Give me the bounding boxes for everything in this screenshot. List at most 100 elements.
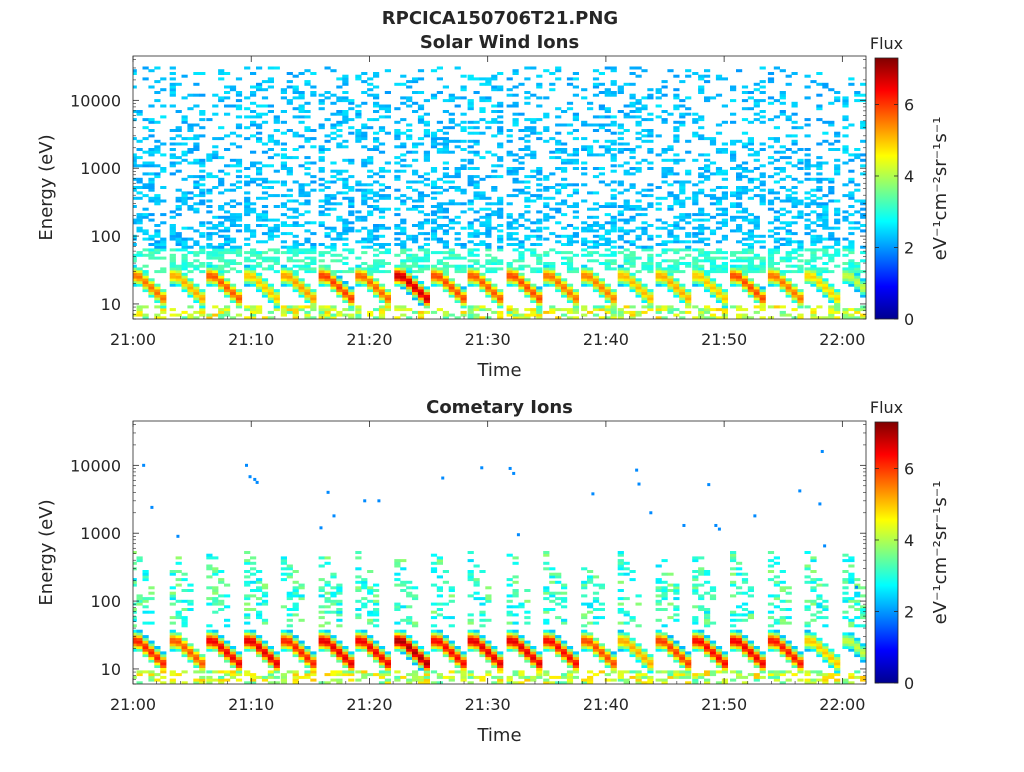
spectrogram-cell (367, 213, 373, 216)
spectrogram-cell (748, 140, 754, 143)
spectrogram-cell (524, 77, 530, 80)
spectrogram-cell (730, 276, 736, 279)
spectrogram-cell (424, 113, 430, 116)
spectrogram-cell (722, 197, 728, 200)
spectrogram-cell (742, 259, 748, 262)
spectrogram-cell (491, 153, 497, 156)
spectrogram-cell (218, 254, 224, 257)
spectrogram-cell (262, 88, 268, 91)
spectrogram-cell (828, 191, 834, 194)
spectrogram-cell (330, 259, 336, 262)
spectrogram-cell (236, 679, 242, 682)
spectrogram-cell (449, 248, 455, 251)
spectrogram-cell (131, 641, 137, 644)
spectrogram-cell (636, 208, 642, 211)
spectrogram-cell (573, 289, 579, 292)
spectrogram-cell (822, 262, 828, 265)
spectrogram-cell (704, 281, 710, 284)
spectrogram-cell (287, 156, 293, 159)
spectrogram-cell (468, 221, 474, 224)
spectrogram-cell (624, 232, 630, 235)
spectrogram-cell (355, 613, 361, 616)
spectrogram-cell (618, 213, 624, 216)
spectrogram-cell (304, 140, 310, 143)
spectrogram-cell (485, 281, 491, 284)
spectrogram-cell (224, 619, 230, 622)
spectrogram-cell (497, 229, 503, 232)
spectrogram-cell (206, 632, 212, 635)
spectrogram-cell (491, 88, 497, 91)
spectrogram-cell (587, 191, 593, 194)
spectrogram-cell (212, 573, 218, 576)
spectrogram-cell (244, 635, 250, 638)
spectrogram-cell (599, 286, 605, 289)
spectrogram-cell (611, 254, 617, 257)
spectrogram-cell (443, 314, 449, 317)
spectrogram-cell (555, 107, 561, 110)
spectrogram-cell (218, 170, 224, 173)
spectrogram-cell (287, 251, 293, 254)
spectrogram-cell (325, 235, 331, 238)
spectrogram-cell (330, 575, 336, 578)
spectrogram-cell (193, 267, 199, 270)
spectrogram-cell (656, 278, 662, 281)
spectrogram-cell (662, 276, 668, 279)
spectrogram-cell (293, 132, 299, 135)
spectrogram-cell (618, 229, 624, 232)
spectrogram-cell (647, 132, 653, 135)
spectrogram-cell (860, 94, 866, 97)
spectrogram-cell (561, 143, 567, 146)
spectrogram-cell (400, 278, 406, 281)
spectrogram-cell (373, 224, 379, 227)
spectrogram-cell (418, 227, 424, 230)
spectrogram-cell (182, 638, 188, 641)
spectrogram-cell (224, 305, 230, 308)
spectrogram-cell (373, 270, 379, 273)
spectrogram-cell (336, 314, 342, 317)
y-axis-label: Energy (eV) (36, 134, 57, 240)
spectrogram-cell (367, 189, 373, 192)
spectrogram-cell (348, 186, 354, 189)
spectrogram-cell (348, 657, 354, 660)
spectrogram-cell (754, 265, 760, 268)
spectrogram-cell (573, 267, 579, 270)
spectrogram-cell (424, 219, 430, 222)
spectrogram-cell (792, 297, 798, 300)
spectrogram-cell (182, 254, 188, 257)
spectrogram-cell (698, 232, 704, 235)
spectrogram-cell (299, 657, 305, 660)
spectrogram-cell (710, 281, 716, 284)
spectrogram-cell (319, 151, 325, 154)
spectrogram-cell (760, 148, 766, 151)
spectrogram-cell (182, 589, 188, 592)
spectrogram-cell (412, 145, 418, 148)
spectrogram-cell (828, 181, 834, 184)
spectrogram-cell (424, 129, 430, 132)
spectrogram-cell (193, 229, 199, 232)
spectrogram-cell (256, 641, 262, 644)
spectrogram-cell (479, 83, 485, 86)
spectrogram-cell (199, 270, 205, 273)
spectrogram-cell (748, 281, 754, 284)
spectrogram-cell (293, 570, 299, 573)
spectrogram-cell (170, 164, 176, 167)
spectrogram-cell (497, 208, 503, 211)
spectrogram-cell (774, 219, 780, 222)
spectrogram-cell (160, 300, 166, 303)
spectrogram-cell (182, 651, 188, 654)
spectrogram-cell (406, 181, 412, 184)
spectrogram-cell (193, 679, 199, 682)
spectrogram-cell (692, 202, 698, 205)
spectrogram-cell (722, 295, 728, 298)
spectrogram-cell (828, 235, 834, 238)
spectrogram-cell (293, 651, 299, 654)
spectrogram-cell (400, 314, 406, 317)
spectrogram-cell (679, 200, 685, 203)
spectrogram-cell (154, 140, 160, 143)
spectrogram-cell (679, 115, 685, 118)
spectrogram-cell (431, 181, 437, 184)
spectrogram-cell (828, 314, 834, 317)
spectrogram-cell (182, 202, 188, 205)
spectrogram-cell (485, 308, 491, 311)
spectrogram-cell (710, 143, 716, 146)
